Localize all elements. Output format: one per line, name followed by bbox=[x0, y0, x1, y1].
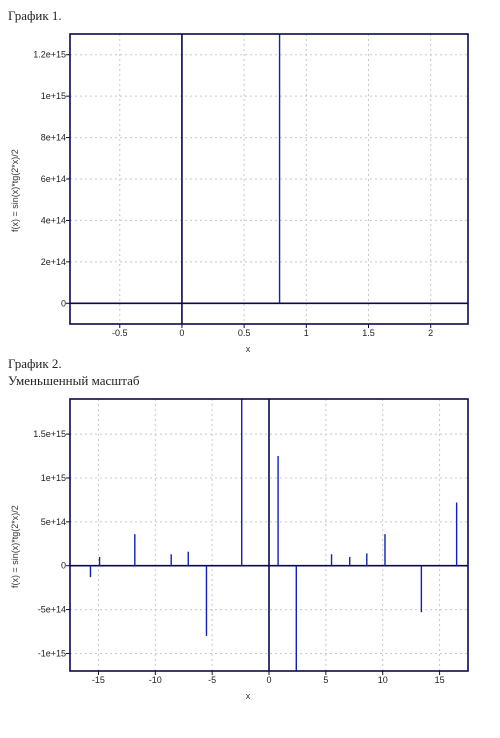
chart1-title: График 1. bbox=[8, 8, 492, 24]
svg-text:-0.5: -0.5 bbox=[112, 328, 128, 338]
chart1-container: f(x) = sin(x)*tg(2*x)/2 -0.5 0 0.5 1 1.5 2 0 2e… bbox=[8, 28, 492, 354]
chart2-ylabel: f(x) = sin(x)*tg(2*x)/2 bbox=[8, 393, 22, 701]
chart2-subtitle: Уменьшенный масштаб bbox=[8, 373, 492, 389]
svg-text:-1e+15: -1e+15 bbox=[38, 648, 66, 658]
svg-text:1.2e+15: 1.2e+15 bbox=[33, 50, 66, 60]
svg-text:1.5: 1.5 bbox=[362, 328, 375, 338]
svg-text:10: 10 bbox=[378, 675, 388, 685]
chart1-ylabel: f(x) = sin(x)*tg(2*x)/2 bbox=[8, 28, 22, 354]
svg-text:0: 0 bbox=[61, 299, 66, 309]
chart2-container: f(x) = sin(x)*tg(2*x)/2 -15-10-5051015-1… bbox=[8, 393, 492, 701]
svg-text:1e+15: 1e+15 bbox=[41, 91, 66, 101]
svg-text:0.5: 0.5 bbox=[238, 328, 251, 338]
svg-text:5: 5 bbox=[323, 675, 328, 685]
chart2-plot: -15 -10 -5 0 5 10 15 -1e+15 -5e+14 0 5e+14 1e+15 1.5… bbox=[22, 393, 474, 689]
svg-text:2: 2 bbox=[428, 328, 433, 338]
chart2-title-main: График 2. bbox=[8, 356, 62, 371]
svg-text:-10: -10 bbox=[149, 675, 162, 685]
svg-text:15: 15 bbox=[435, 675, 445, 685]
svg-text:0: 0 bbox=[179, 328, 184, 338]
svg-text:1.5e+15: 1.5e+15 bbox=[33, 429, 66, 439]
svg-text:-5: -5 bbox=[208, 675, 216, 685]
svg-text:5e+14: 5e+14 bbox=[41, 517, 66, 527]
svg-text:8e+14: 8e+14 bbox=[41, 133, 66, 143]
svg-text:2e+14: 2e+14 bbox=[41, 257, 66, 267]
svg-text:4e+14: 4e+14 bbox=[41, 216, 66, 226]
svg-text:1e+15: 1e+15 bbox=[41, 473, 66, 483]
chart2-title: График 2. Уменьшенный масштаб bbox=[8, 356, 492, 389]
svg-text:0: 0 bbox=[61, 560, 66, 570]
chart1-plot: -0.5 0 0.5 1 1.5 2 0 2e+14 4e+14 6e+14 8e+14 1e+15 1… bbox=[22, 28, 474, 342]
chart1-xlabel: x bbox=[22, 344, 474, 354]
svg-text:6e+14: 6e+14 bbox=[41, 174, 66, 184]
chart2-xlabel: x bbox=[22, 691, 474, 701]
svg-text:-15: -15 bbox=[92, 675, 105, 685]
svg-text:1: 1 bbox=[304, 328, 309, 338]
svg-text:0: 0 bbox=[266, 675, 271, 685]
svg-text:-5e+14: -5e+14 bbox=[38, 604, 66, 614]
